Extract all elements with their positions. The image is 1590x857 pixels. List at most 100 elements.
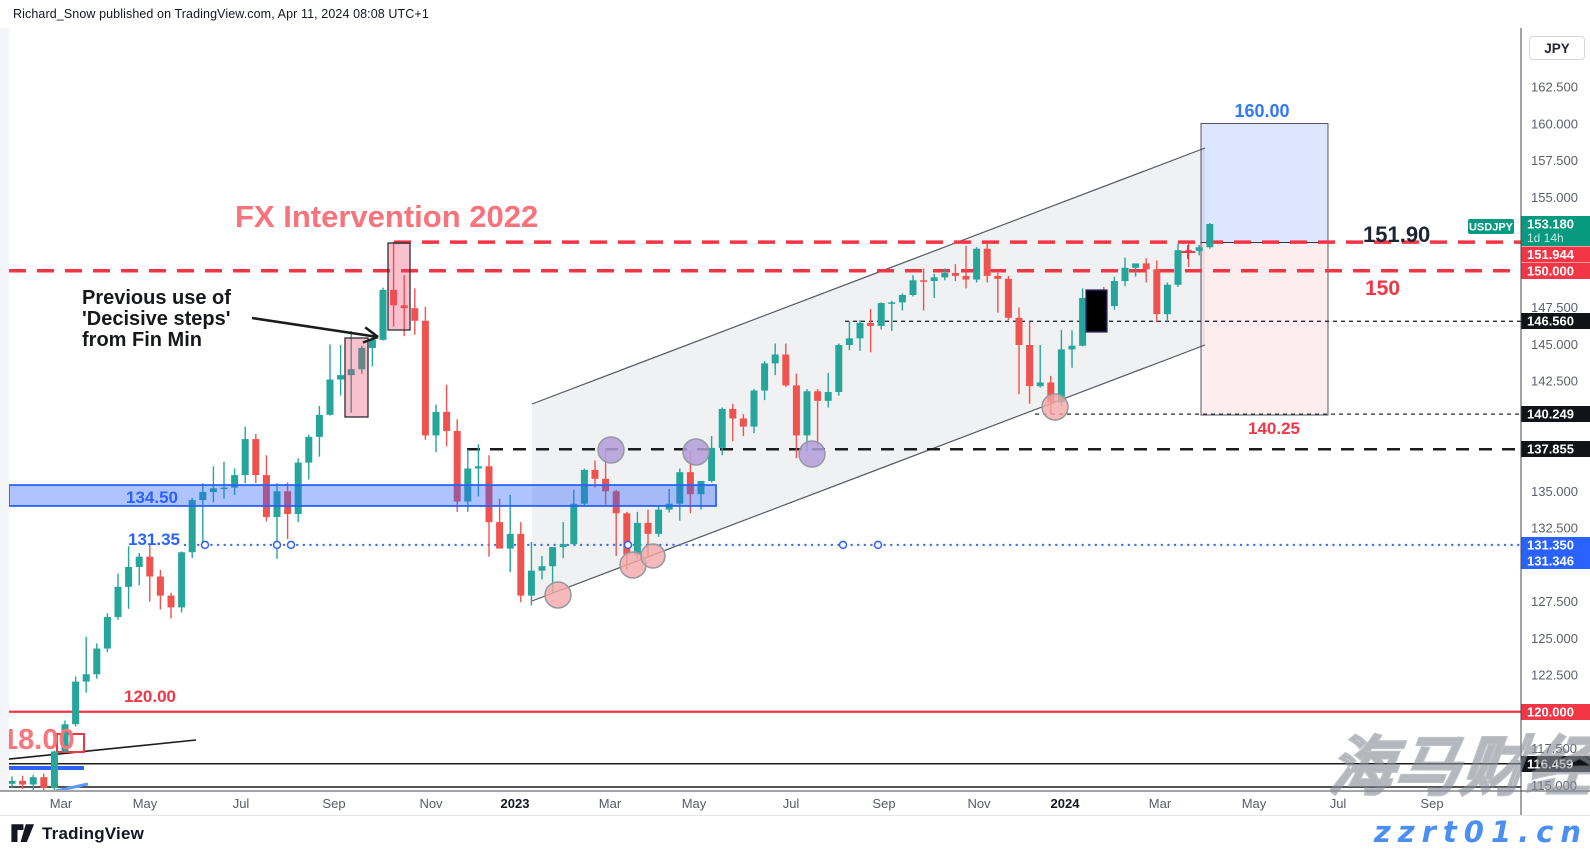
price-chart[interactable]: FX Intervention 2022 Previous use of'Deci…	[0, 0, 1590, 815]
candle	[156, 576, 164, 596]
price-label-text: 116.459	[1527, 757, 1573, 772]
candle	[9, 780, 16, 784]
candle	[559, 544, 567, 548]
candle	[220, 487, 228, 490]
candle	[655, 509, 663, 534]
candle	[814, 391, 822, 401]
tradingview-brand-label: TradingView	[42, 823, 145, 843]
candle	[1163, 284, 1171, 315]
candle	[496, 522, 504, 549]
tradingview-logo-icon	[11, 824, 35, 843]
candle	[125, 566, 133, 587]
currency-toggle-button[interactable]: JPY	[1529, 36, 1585, 60]
touch-marker	[272, 540, 282, 550]
candle	[877, 303, 885, 326]
price-tick-label: 145.000	[1531, 337, 1578, 352]
candle	[93, 648, 101, 675]
candle	[962, 275, 970, 280]
touch-marker	[838, 540, 848, 550]
candle	[856, 322, 864, 339]
candle	[1015, 317, 1023, 345]
candle	[29, 777, 37, 785]
time-axis-label: Jul	[233, 796, 250, 811]
candle	[284, 491, 292, 515]
candle	[983, 248, 991, 276]
footer: TradingView	[0, 815, 1590, 857]
candle	[750, 390, 758, 427]
candle	[1121, 267, 1129, 282]
price-label-box	[1521, 263, 1590, 279]
price-label-box	[1521, 246, 1590, 263]
candle	[347, 369, 355, 376]
time-axis-label: Mar	[599, 796, 622, 811]
price-tick-label: 125.000	[1531, 631, 1578, 646]
annotation-text-6: 160.00	[1234, 101, 1289, 121]
annotation-text-8: 134.50	[126, 488, 178, 507]
candle	[273, 491, 281, 517]
candle	[114, 586, 122, 617]
candle	[1004, 278, 1012, 318]
price-label-text: 137.855	[1527, 442, 1574, 457]
candle	[792, 385, 800, 436]
price-label-text: 150.000	[1527, 264, 1574, 279]
candle	[761, 363, 769, 391]
candle	[262, 475, 270, 517]
annotation-text-4: 151.90	[1363, 222, 1430, 247]
candle	[400, 305, 408, 309]
header: Richard_Snow published on TradingView.co…	[0, 0, 1590, 28]
time-axis-label: Sep	[322, 796, 345, 811]
price-label-text: 153.180	[1527, 217, 1574, 232]
candle	[1153, 269, 1161, 315]
candle	[803, 391, 811, 436]
candle	[379, 289, 387, 340]
price-axis[interactable]: 162.500 160.000 157.500 155.000 147.500 145.0…	[1468, 80, 1590, 793]
candle	[686, 472, 694, 495]
candle	[580, 469, 588, 504]
candle	[61, 724, 69, 752]
candle	[718, 408, 726, 448]
symbol-price-tag	[1468, 219, 1514, 234]
price-tick-label: 157.500	[1531, 153, 1578, 168]
price-label-text: 146.560	[1527, 314, 1574, 329]
price-label-box	[1521, 756, 1590, 772]
candle	[1142, 263, 1150, 270]
price-tick-label: 162.500	[1531, 80, 1578, 95]
event-circle-0	[597, 436, 625, 464]
pane-left-gutter	[0, 28, 9, 791]
candle	[50, 751, 58, 788]
candle	[443, 411, 451, 431]
supply-zone-134-50	[9, 484, 717, 507]
symbol-price-tag-label: USDJPY	[1469, 222, 1514, 234]
candle	[1026, 344, 1034, 387]
candle	[845, 338, 853, 345]
event-circle-1	[682, 438, 710, 466]
candle	[888, 302, 896, 304]
price-tick-label: 115.000	[1531, 778, 1577, 793]
candle	[474, 466, 482, 469]
candle	[517, 533, 525, 596]
touch-marker	[286, 540, 296, 550]
annotation-text-5: 150	[1365, 277, 1400, 300]
time-axis-label: 2023	[501, 796, 530, 811]
candle	[909, 280, 917, 296]
candle	[623, 513, 631, 555]
candle	[82, 674, 90, 682]
tradingview-brand-link[interactable]: TradingView	[10, 822, 144, 845]
time-axis-label: May	[682, 796, 707, 811]
price-tick-label: 127.500	[1531, 594, 1578, 609]
chart-pane[interactable]: FX Intervention 2022 Previous use of'Deci…	[0, 101, 1521, 794]
candle	[930, 277, 938, 282]
time-axis[interactable]: Mar May Jul Sep Nov 2023 Mar May Jul Sep Nov 2024 Ma…	[50, 796, 1444, 811]
touch-marker	[623, 540, 633, 550]
time-axis-label: Mar	[1149, 796, 1172, 811]
candle	[771, 354, 779, 364]
candle	[739, 418, 747, 427]
price-label-box	[1521, 313, 1590, 329]
candle	[941, 272, 949, 278]
price-label-box	[1521, 704, 1590, 720]
candle	[337, 375, 345, 380]
highlight-box-2	[1085, 289, 1108, 333]
annotation-arrow-head	[364, 326, 379, 338]
candle	[920, 280, 928, 282]
price-label-box	[1521, 216, 1590, 246]
